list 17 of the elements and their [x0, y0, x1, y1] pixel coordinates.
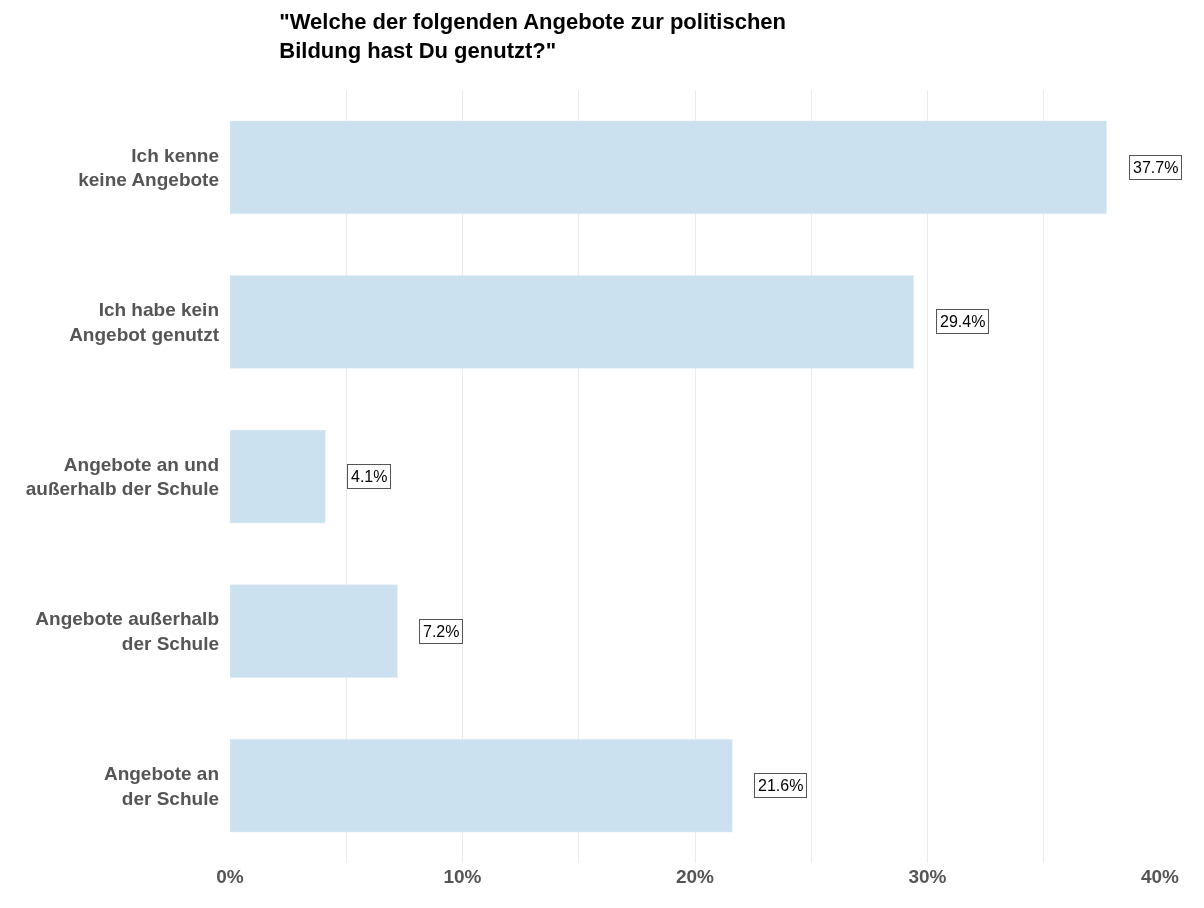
data-label: 4.1%: [351, 468, 388, 485]
x-tick-label: 30%: [908, 866, 947, 887]
x-tick-label: 40%: [1140, 866, 1180, 887]
y-tick-label: Ich habe kein Angebot genutzt: [69, 299, 220, 345]
data-label: 37.7%: [1133, 159, 1179, 176]
data-label: 7.2%: [423, 623, 460, 640]
x-tick-label: 20%: [675, 866, 715, 887]
chart-title: "Welche der folgenden Angebote zur politischen Bildung hast Du genutzt?": [279, 9, 787, 63]
y-tick-label: Angebote außerhalb der Schule: [35, 608, 219, 655]
y-tick-label: Ich kenne keine Angebote: [78, 144, 219, 191]
bar: [230, 429, 326, 524]
data-label: 21.6%: [758, 777, 804, 794]
data-label: 29.4%: [940, 313, 986, 330]
y-tick-label: Angebote an und außerhalb der Schule: [25, 453, 219, 500]
x-tick-label: 10%: [443, 866, 482, 887]
y-tick-label: Angebote an der Schule: [103, 763, 219, 809]
x-tick-label: 0%: [216, 866, 244, 887]
